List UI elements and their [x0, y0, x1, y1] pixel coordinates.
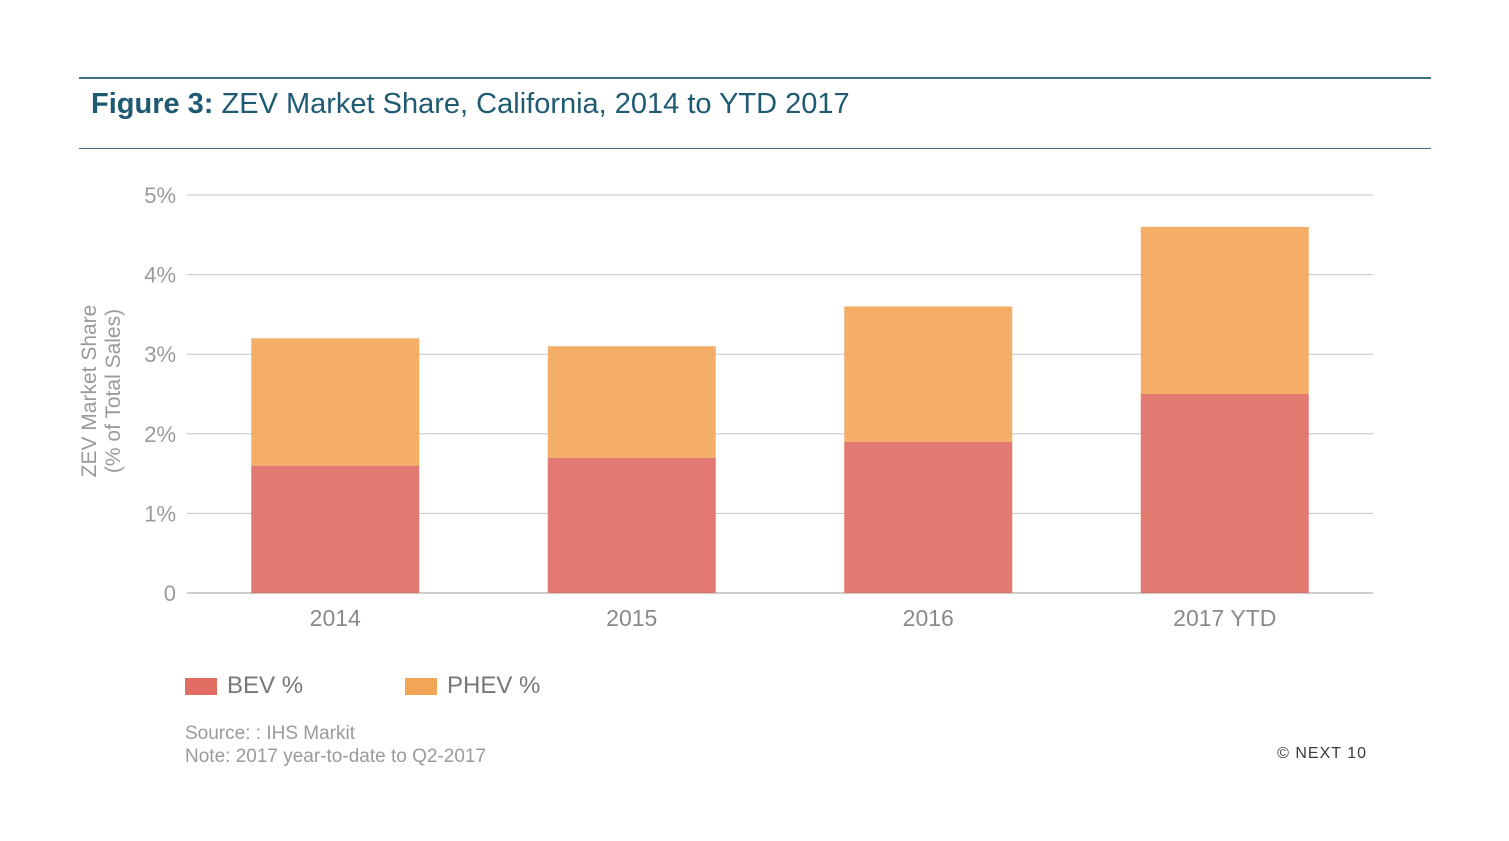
- bar-phev: [251, 338, 420, 466]
- y-tick-label: 4%: [144, 263, 176, 288]
- figure-label: Figure 3:: [91, 88, 214, 120]
- bar-bev: [844, 441, 1013, 593]
- bar-bev: [1140, 394, 1309, 593]
- footnote: Note: 2017 year-to-date to Q2-2017: [185, 746, 487, 767]
- x-tick-label: 2014: [310, 605, 361, 631]
- bar-phev: [844, 306, 1013, 442]
- legend-swatch-phev: [405, 678, 437, 695]
- x-tick-label: 2017 YTD: [1173, 605, 1276, 631]
- copyright: © NEXT 10: [1277, 745, 1367, 762]
- legend-swatch-bev: [185, 678, 217, 695]
- legend-label-bev: BEV %: [227, 672, 304, 699]
- y-tick-label: 2%: [144, 422, 176, 447]
- chart-notes: Source: : IHS Markit Note: 2017 year-to-…: [185, 722, 486, 768]
- legend-label-phev: PHEV %: [447, 672, 541, 699]
- y-tick-label: 1%: [144, 501, 176, 526]
- figure-title-text: ZEV Market Share, California, 2014 to YT…: [221, 88, 850, 120]
- bar-bev: [251, 465, 420, 593]
- figure-title: Figure 3: ZEV Market Share, California, …: [91, 88, 850, 121]
- top-rule: [79, 77, 1431, 79]
- y-tick-label: 3%: [144, 342, 176, 367]
- x-tick-label: 2015: [606, 605, 657, 631]
- bar-bev: [547, 457, 716, 593]
- source-note: Source: : IHS Markit: [185, 723, 355, 744]
- bar-phev: [1140, 226, 1309, 394]
- y-tick-label: 0: [164, 581, 176, 606]
- title-rule: [79, 148, 1431, 149]
- x-tick-label: 2016: [903, 605, 954, 631]
- y-tick-label: 5%: [144, 183, 176, 208]
- bar-phev: [547, 346, 716, 458]
